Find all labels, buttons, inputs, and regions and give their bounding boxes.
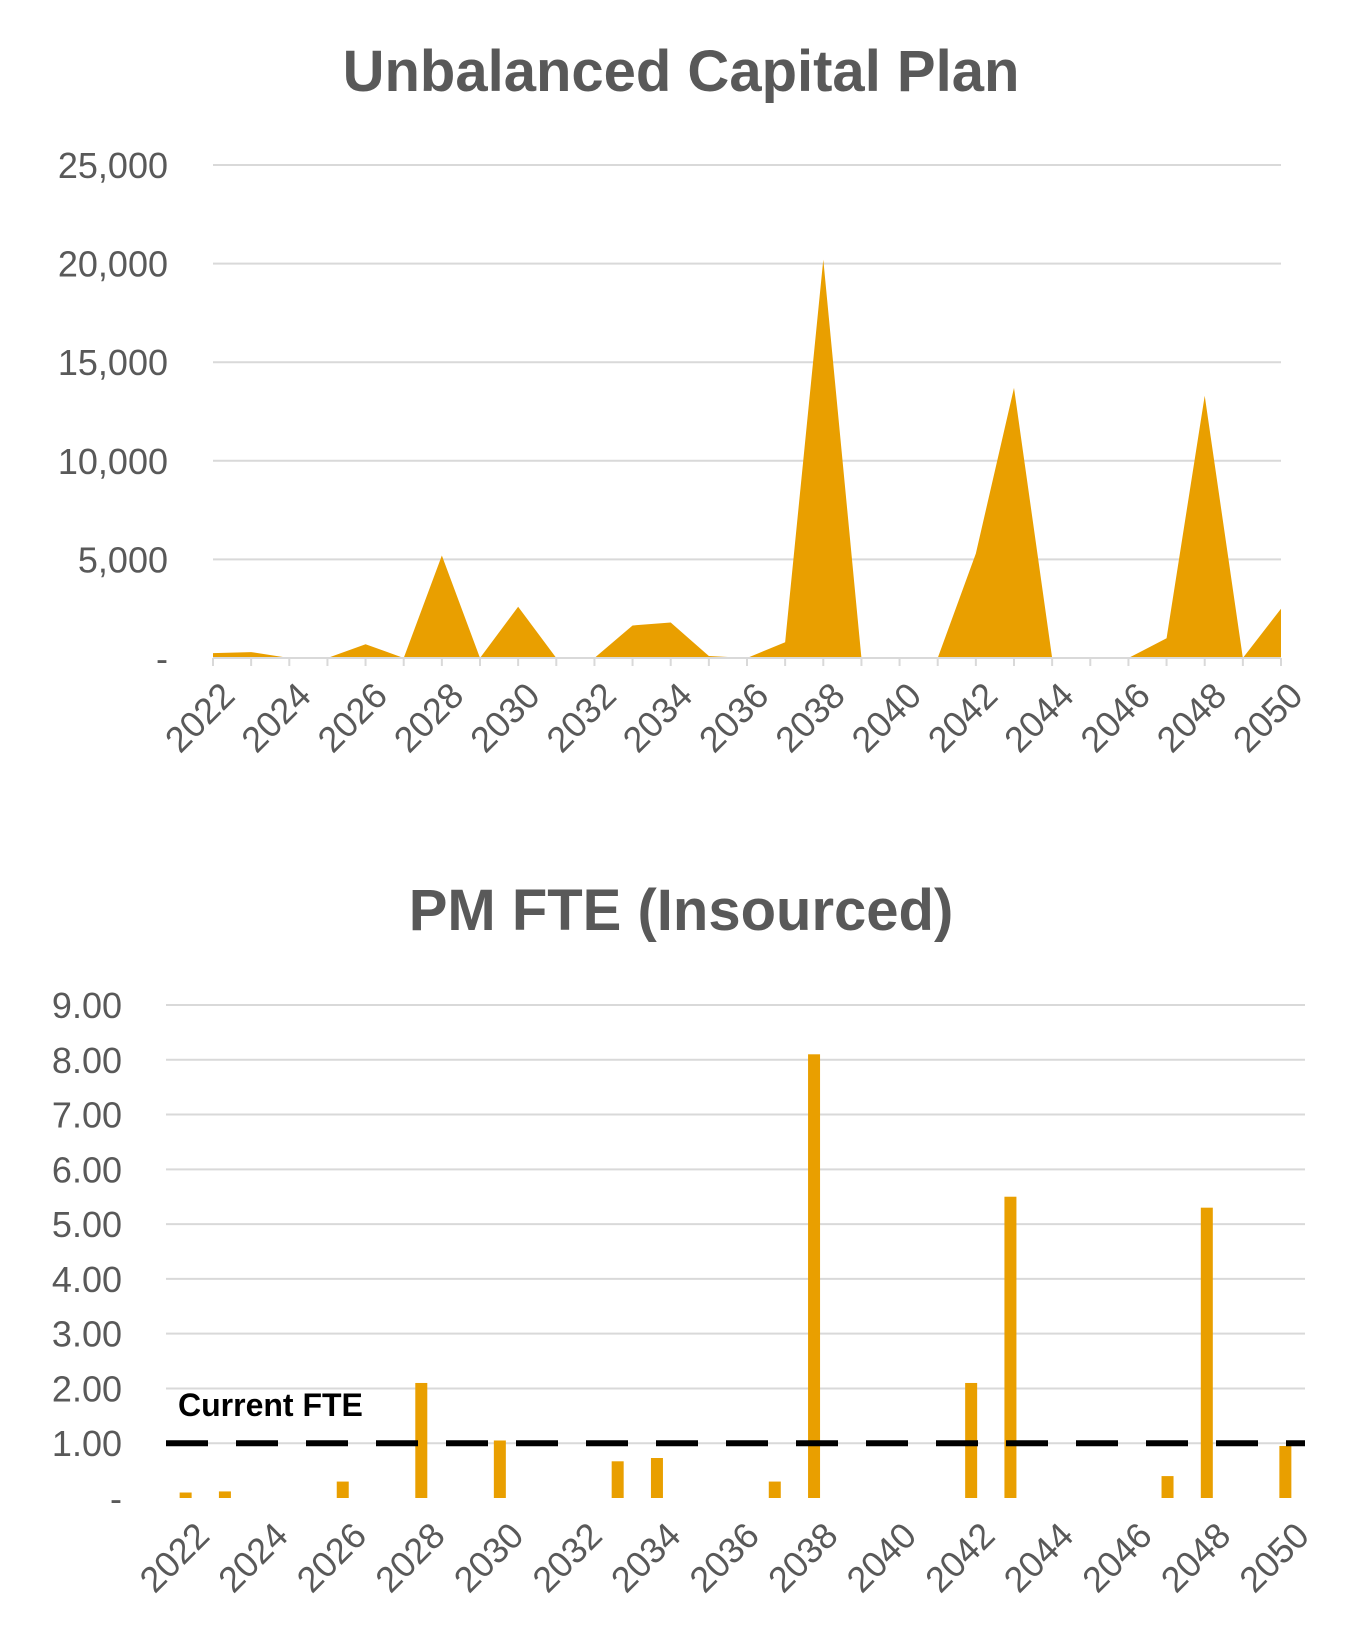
x-tick-label: 2022 xyxy=(131,1514,217,1600)
x-tick-label: 2034 xyxy=(603,1514,689,1600)
bar xyxy=(768,1481,781,1498)
bar xyxy=(415,1382,428,1498)
bar xyxy=(336,1481,349,1498)
x-tick-label: 2024 xyxy=(210,1514,296,1600)
x-tick-label: 2030 xyxy=(446,1514,532,1600)
current-fte-label: Current FTE xyxy=(178,1387,363,1423)
y-tick-label: 25,000 xyxy=(58,145,168,186)
x-tick-label: 2050 xyxy=(1231,1514,1317,1600)
chart-title-pm-fte: PM FTE (Insourced) xyxy=(408,878,954,943)
capital-plan-area-chart: -5,00010,00015,00020,00025,0002022202420… xyxy=(58,145,1311,760)
y-tick-label: 15,000 xyxy=(58,342,168,383)
y-tick-label: 2.00 xyxy=(52,1368,122,1409)
x-tick-label: 2040 xyxy=(838,1514,924,1600)
bar xyxy=(611,1461,624,1498)
x-tick-label: 2036 xyxy=(681,1514,767,1600)
y-tick-label: - xyxy=(110,1478,122,1519)
x-tick-label: 2044 xyxy=(996,1514,1082,1600)
y-tick-label: 6.00 xyxy=(52,1149,122,1190)
y-tick-label: 7.00 xyxy=(52,1095,122,1136)
y-tick-label: 20,000 xyxy=(58,244,168,285)
bar xyxy=(1279,1445,1292,1498)
y-tick-label: 4.00 xyxy=(52,1259,122,1300)
bar xyxy=(493,1440,506,1498)
x-tick-label: 2042 xyxy=(917,1514,1003,1600)
bar xyxy=(1004,1196,1017,1498)
bar xyxy=(218,1491,231,1498)
bar xyxy=(1200,1207,1213,1498)
y-tick-label: 5,000 xyxy=(78,539,168,580)
x-tick-label: 2048 xyxy=(1153,1514,1239,1600)
area-series xyxy=(213,259,1281,658)
x-tick-label: 2046 xyxy=(1074,1514,1160,1600)
x-tick-label: 2026 xyxy=(289,1514,375,1600)
x-tick-label: 2028 xyxy=(367,1514,453,1600)
bar xyxy=(179,1492,192,1498)
y-tick-label: 1.00 xyxy=(52,1423,122,1464)
y-tick-label: 5.00 xyxy=(52,1204,122,1245)
bar xyxy=(650,1458,663,1498)
bar xyxy=(1161,1476,1174,1498)
y-tick-label: 9.00 xyxy=(52,985,122,1026)
x-tick-label: 2038 xyxy=(760,1514,846,1600)
y-tick-label: 10,000 xyxy=(58,441,168,482)
y-tick-label: 3.00 xyxy=(52,1314,122,1355)
chart-title-capital-plan: Unbalanced Capital Plan xyxy=(342,39,1020,104)
y-tick-label: 8.00 xyxy=(52,1040,122,1081)
x-tick-label: 2032 xyxy=(524,1514,610,1600)
bar xyxy=(808,1054,821,1498)
y-tick-label: - xyxy=(156,638,168,679)
